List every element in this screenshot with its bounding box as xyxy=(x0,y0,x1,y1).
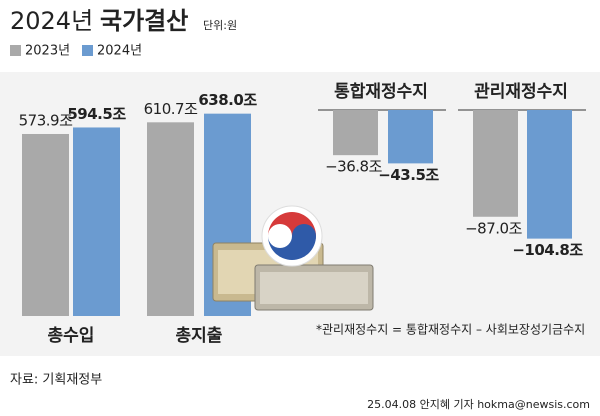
value-label: 594.5조 xyxy=(67,105,126,123)
legend-label: 2024년 xyxy=(97,44,142,59)
bar xyxy=(527,110,572,239)
bar xyxy=(73,127,120,316)
bar xyxy=(333,110,378,156)
category-label: 총지출 xyxy=(176,326,223,346)
value-label: −43.5조 xyxy=(378,166,439,184)
title-year: 2024년 xyxy=(10,7,93,35)
title: 국가결산 xyxy=(100,7,188,35)
bar xyxy=(22,133,69,316)
source: 자료: 기획재정부 xyxy=(10,373,102,388)
value-label: −36.8조 xyxy=(325,158,382,176)
unit: 단위:원 xyxy=(203,19,237,32)
legend-label: 2023년 xyxy=(25,44,70,59)
value-label: −87.0조 xyxy=(465,219,522,237)
value-label: −104.8조 xyxy=(512,241,583,259)
bar xyxy=(147,122,194,316)
chart-title: 관리재정수지 xyxy=(474,82,568,102)
illustration xyxy=(212,205,374,311)
value-label: 638.0조 xyxy=(198,91,257,109)
chart-title: 통합재정수지 xyxy=(334,81,428,102)
credit: 25.04.08 안지혜 기자 hokma@newsis.com xyxy=(367,398,590,411)
bar xyxy=(473,110,518,217)
bar xyxy=(388,110,433,164)
legend-swatch xyxy=(10,45,21,56)
value-label: 573.9조 xyxy=(19,111,73,129)
footnote: *관리재정수지 = 통합재정수지 – 사회보장성기금수지 xyxy=(316,323,585,337)
category-label: 총수입 xyxy=(48,326,95,346)
legend-swatch xyxy=(82,45,93,56)
value-label: 610.7조 xyxy=(144,100,198,118)
